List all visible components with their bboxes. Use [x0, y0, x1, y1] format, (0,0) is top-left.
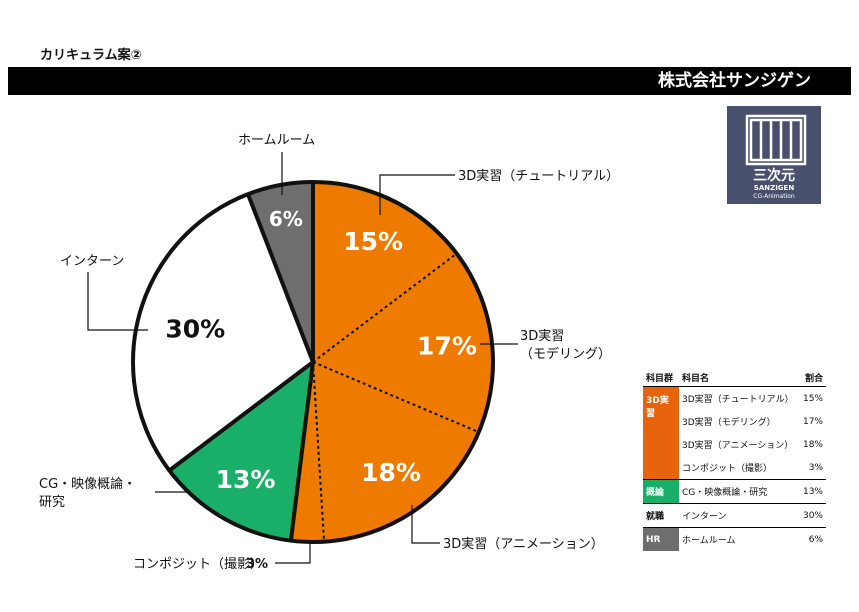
callout-intern: インターン	[60, 254, 124, 269]
company-logo: 三次元 SANZIGEN CG-Animation	[727, 106, 821, 204]
callout-homeroom: ホームルーム	[238, 133, 315, 148]
callout-line-composite	[275, 540, 311, 564]
logo-sub-text: SANZIGEN	[754, 184, 795, 192]
pie-slice	[290, 362, 325, 542]
callout-composite: コンポジット（撮影）	[133, 556, 263, 572]
slice-divider-dotted	[312, 361, 480, 434]
legend-subject: 3D実習（モデリング）	[682, 418, 776, 428]
legend-header-ratio: 割合	[799, 368, 826, 387]
callout-line-animation	[411, 505, 440, 544]
callout-line-tutorial	[379, 174, 455, 215]
legend-table: 科目群 科目名 割合 3D実習 3D実習（チュートリアル） 15% 3D実習（モ…	[643, 368, 826, 551]
logo-mark-text: 三次元	[753, 167, 795, 184]
table-row: コンポジット（撮影） 3%	[643, 456, 826, 480]
table-row: 3D実習（アニメーション） 18%	[643, 433, 826, 456]
legend-ratio: 18%	[802, 439, 823, 450]
header-banner: 株式会社サンジゲン	[8, 67, 851, 95]
table-row: 3D実習（モデリング） 17%	[643, 410, 826, 433]
pie-slice	[313, 253, 494, 433]
legend-subject: 3D実習（アニメーション）	[682, 441, 794, 451]
callout-modeling-line2: （モデリング）	[520, 346, 611, 362]
legend-subject: 3D実習（チュートリアル）	[682, 395, 794, 405]
legend-header-group: 科目群	[643, 368, 679, 387]
legend-subject: コンポジット（撮影）	[682, 464, 773, 474]
callout-cg-line2: 研究	[39, 495, 65, 510]
legend-group-hr: HR	[643, 527, 679, 551]
callout-modeling-line1: 3D実習	[520, 328, 564, 344]
legend-header-row: 科目群 科目名 割合	[643, 368, 826, 387]
legend-ratio: 13%	[799, 479, 826, 504]
slice-percent-label: 15%	[343, 227, 403, 256]
slice-percent-label: 17%	[417, 331, 477, 360]
legend-group-shushoku: 就職	[643, 503, 679, 528]
callout-composite-pct: 3%	[246, 557, 268, 572]
company-name: 株式会社サンジゲン	[658, 71, 811, 91]
slice-divider	[288, 361, 315, 541]
legend-ratio: 17%	[802, 416, 823, 427]
legend-subject: インターン	[679, 503, 800, 528]
table-row: HR ホームルーム 6%	[643, 527, 826, 551]
slice-percent-label: 6%	[269, 207, 303, 231]
legend-subject: ホームルーム	[679, 527, 800, 551]
pie-slice	[313, 362, 479, 542]
legend-ratio: 3%	[808, 462, 823, 473]
pie-slice	[169, 362, 313, 541]
table-row: 3D実習 3D実習（チュートリアル） 15%	[643, 386, 826, 480]
callout-cg-line1: CG・映像概論・	[39, 476, 136, 492]
legend-header-subject: 科目名	[679, 368, 800, 387]
legend-group-gairon: 概論	[643, 479, 679, 504]
legend-ratio: 30%	[799, 503, 826, 528]
callout-animation: 3D実習（アニメーション）	[443, 536, 604, 552]
pie-slice	[133, 194, 313, 471]
slice-percent-label: 30%	[165, 315, 225, 344]
legend-ratio: 6%	[799, 527, 826, 551]
legend-ratio: 15%	[802, 393, 823, 404]
slice-divider	[168, 360, 315, 473]
page-title: カリキュラム案②	[40, 48, 142, 63]
legend-subject: CG・映像概論・研究	[679, 479, 800, 504]
callout-line-intern	[87, 272, 148, 331]
slice-percent-label: 13%	[216, 465, 276, 494]
logo-sub2-text: CG-Animation	[753, 193, 795, 200]
slice-percent-label: 18%	[361, 458, 421, 487]
table-row: 就職 インターン 30%	[643, 503, 826, 528]
pie-outline	[131, 180, 495, 544]
callout-tutorial: 3D実習（チュートリアル）	[458, 168, 619, 184]
legend-group-3d: 3D実習	[643, 386, 679, 480]
slice-divider	[246, 193, 315, 363]
table-row: 概論 CG・映像概論・研究 13%	[643, 479, 826, 504]
pie-slice	[313, 182, 457, 362]
slice-divider-dotted	[312, 252, 458, 363]
